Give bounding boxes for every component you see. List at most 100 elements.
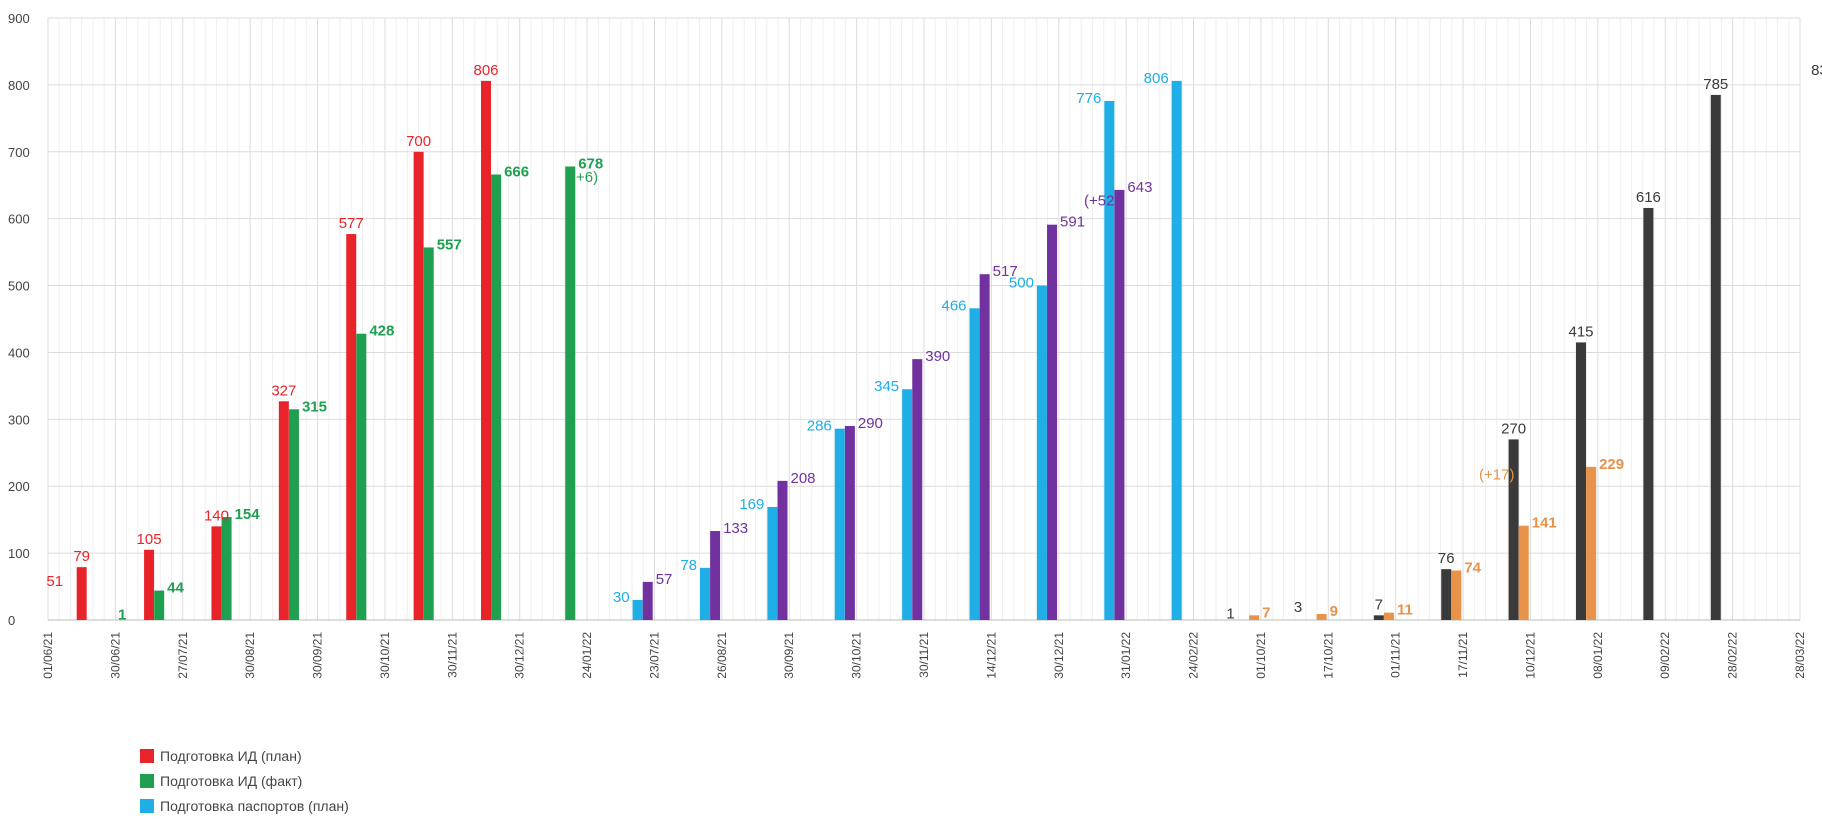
bar	[642, 581, 653, 620]
legend-label: Подготовка паспортов (план)	[160, 797, 349, 814]
bar-value-label: 78	[680, 557, 697, 574]
legend-swatch-blue	[140, 798, 154, 813]
x-tick-label: 01/11/21	[1389, 632, 1403, 678]
bar	[423, 247, 434, 620]
bar	[902, 389, 913, 620]
bar	[700, 567, 710, 620]
bar-value-label: 415	[1568, 323, 1593, 340]
bar	[710, 531, 721, 620]
y-axis: 0 100 200 300 400 500 600 700 800 900	[8, 11, 1800, 628]
legend-item-id-fact: Подготовка ИД (факт)	[140, 768, 349, 793]
x-tick-label: 30/09/21	[782, 632, 796, 679]
bar	[565, 166, 576, 620]
x-tick-label: 17/11/21	[1456, 632, 1470, 678]
x-tick-label: 09/02/22	[1658, 632, 1672, 679]
bar-value-label: 591	[1060, 214, 1085, 231]
bar-series	[76, 80, 1721, 621]
x-tick-label: 14/12/21	[984, 632, 998, 679]
bar	[154, 590, 165, 620]
bar	[1508, 439, 1519, 620]
x-tick-label: 30/06/21	[108, 632, 122, 679]
bar	[144, 549, 155, 620]
bar-value-label: 30	[613, 589, 630, 606]
x-tick-label: 10/12/21	[1523, 632, 1537, 679]
x-tick-label: 30/08/21	[243, 632, 257, 679]
bar-value-label: 678	[578, 155, 603, 172]
bar-value-label: 428	[369, 323, 394, 340]
bar	[1441, 569, 1452, 620]
bar-value-label: 7	[1262, 604, 1270, 621]
bar	[1586, 466, 1597, 620]
x-tick-label: 28/02/22	[1726, 632, 1740, 679]
bar-value-label: 776	[1076, 90, 1101, 107]
annotation-label: 836	[1811, 62, 1822, 79]
x-tick-label: 26/08/21	[715, 632, 729, 679]
x-tick-label: 30/11/21	[445, 632, 459, 678]
bar	[632, 599, 643, 620]
bar-value-label: 345	[874, 378, 899, 395]
bar-value-label: 105	[137, 531, 162, 548]
bar-value-label: 466	[942, 297, 967, 314]
x-tick-label: 30/12/21	[513, 632, 527, 679]
bar	[1710, 94, 1721, 620]
bar	[834, 428, 845, 620]
bar	[1047, 224, 1058, 621]
bar-value-label: 517	[993, 263, 1018, 280]
legend-item-passport-plan: Подготовка паспортов (план)	[140, 793, 349, 818]
legend-swatch-green	[140, 773, 154, 788]
x-tick-label: 31/01/22	[1119, 632, 1133, 679]
bar	[767, 506, 778, 620]
bar-value-label: 169	[739, 496, 764, 513]
y-tick-label: 600	[8, 212, 30, 227]
bar	[346, 234, 357, 620]
x-axis: 01/06/21 30/06/21 27/07/21 30/08/21 30/09/21…	[41, 632, 1807, 679]
bar	[844, 426, 855, 620]
bar-value-label: 79	[73, 548, 90, 565]
bar	[1316, 613, 1327, 620]
bar	[413, 151, 424, 620]
legend-item-id-plan: Подготовка ИД (план)	[140, 743, 349, 768]
annotation-label: 1	[118, 606, 126, 623]
bar	[221, 516, 232, 620]
bar-value-label: 643	[1127, 179, 1152, 196]
x-tick-label: 27/07/21	[176, 632, 190, 679]
x-tick-label: 24/01/22	[580, 632, 594, 679]
x-tick-label: 17/10/21	[1321, 632, 1335, 679]
bar-value-label: 666	[504, 164, 529, 181]
bar	[979, 274, 990, 620]
bar	[1104, 100, 1115, 621]
bar-value-label: 141	[1532, 515, 1557, 532]
bar	[211, 526, 222, 620]
bar	[288, 409, 299, 620]
bar-value-label: 315	[302, 398, 327, 415]
bar-value-label: 390	[925, 348, 950, 365]
y-tick-label: 800	[8, 78, 30, 93]
bar-value-label: 74	[1464, 560, 1481, 577]
bar	[1373, 615, 1384, 620]
bar-value-label: 7	[1375, 596, 1383, 613]
bar-value-label: 557	[437, 236, 462, 253]
legend-label: Подготовка ИД (факт)	[160, 772, 303, 789]
y-tick-label: 500	[8, 279, 30, 294]
y-tick-label: 700	[8, 145, 30, 160]
bar-value-label: 616	[1636, 189, 1661, 206]
bar-value-label: 11	[1397, 602, 1413, 619]
bar-value-label: 44	[167, 580, 184, 597]
bar-value-label: 133	[723, 520, 748, 537]
bar	[1643, 207, 1654, 620]
bar	[1576, 342, 1586, 620]
bar-value-label: 700	[406, 133, 431, 150]
bar	[912, 359, 923, 620]
bar-value-label: 57	[656, 571, 673, 588]
y-tick-label: 400	[8, 345, 30, 360]
annotation-label: (+52	[1084, 192, 1114, 209]
bar-chart: 0 100 200 300 400 500 600 700 800 900 01/06/21 30/…	[8, 11, 1822, 679]
annotation-label: 1	[1226, 606, 1234, 623]
annotation-label: (+17)	[1479, 467, 1514, 484]
bar-value-label: 500	[1009, 275, 1034, 292]
x-tick-label: 30/09/21	[311, 632, 325, 679]
y-tick-label: 100	[8, 546, 30, 561]
bar-value-label: 208	[790, 470, 815, 487]
x-tick-label: 23/07/21	[647, 632, 661, 679]
